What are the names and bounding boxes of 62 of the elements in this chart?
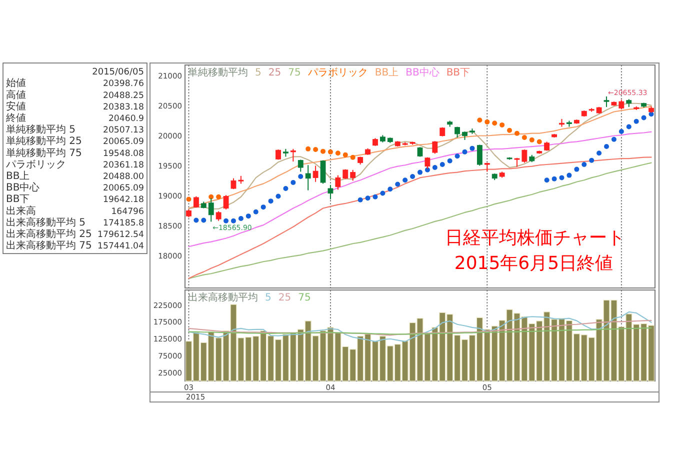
text: 19642.18 [102,195,144,206]
text: 20398.76 [102,79,144,90]
text: パラボリック [306,68,368,78]
text: 20507.13 [102,126,144,136]
text: 出来高移動平均 5 [6,216,86,228]
text: 20065.09 [102,137,144,148]
candlestick [320,160,326,184]
text: 始値 [6,77,26,90]
text: 164796 [111,206,144,217]
candlestick [298,159,304,172]
candlestick [305,164,311,191]
text: 安値 [6,100,26,112]
text: 2015/06/05 [92,68,144,78]
candlestick [290,148,296,162]
candlestick [604,96,610,108]
text: 20383.18 [102,102,144,112]
text: 日経平均株価チャート [445,227,626,248]
text: パラボリック [5,159,66,170]
candlestick [432,140,438,154]
text: 出来高 [6,204,36,217]
legend-title: 出来高移動平均 [188,292,258,304]
candlestick [335,174,341,190]
text: 20488.25 [102,90,144,101]
text: 20488.00 [102,172,144,182]
text: 高値 [6,88,26,101]
legend-title: 単純移動平均 [188,66,248,78]
text: 出来高移動平均 25 [6,228,92,240]
text: BB中心 [6,182,40,194]
text: 2015年6月5日終値 [454,253,614,274]
text: 終値 [5,112,26,124]
line-series [188,131,652,248]
text: 単純移動平均 5 [6,124,76,136]
candlestick [328,184,334,200]
text: 20361.18 [102,160,144,170]
candlestick [350,169,356,182]
text: 75 [298,292,311,304]
text: 179612.54 [98,230,144,240]
legend-label: 25 [268,68,282,78]
candlestick [454,126,460,138]
text: 単純移動平均 75 [6,146,82,159]
text: 25 [278,292,292,304]
text: 5 [265,292,272,304]
text: BB中心 [406,66,440,78]
candlestick [223,194,229,210]
line-series [188,327,652,335]
text: 174185.8 [102,218,144,228]
candlestick [476,144,482,166]
candlestick [312,165,318,182]
text: BB下 [446,68,470,78]
text: BB上 [6,170,30,182]
text: 20460.9 [108,114,144,124]
candlestick [216,210,222,222]
text: 157441.04 [98,242,144,252]
text: BB上 [374,66,399,78]
text: 75 [288,68,301,78]
text: 単純移動平均 25 [6,135,82,148]
text: 20065.09 [102,184,144,194]
text: BB下 [6,194,30,206]
text: 19548.08 [102,148,144,159]
line-series [188,311,652,342]
text: 出来高移動平均 75 [6,240,92,252]
text: 5 [255,68,262,78]
